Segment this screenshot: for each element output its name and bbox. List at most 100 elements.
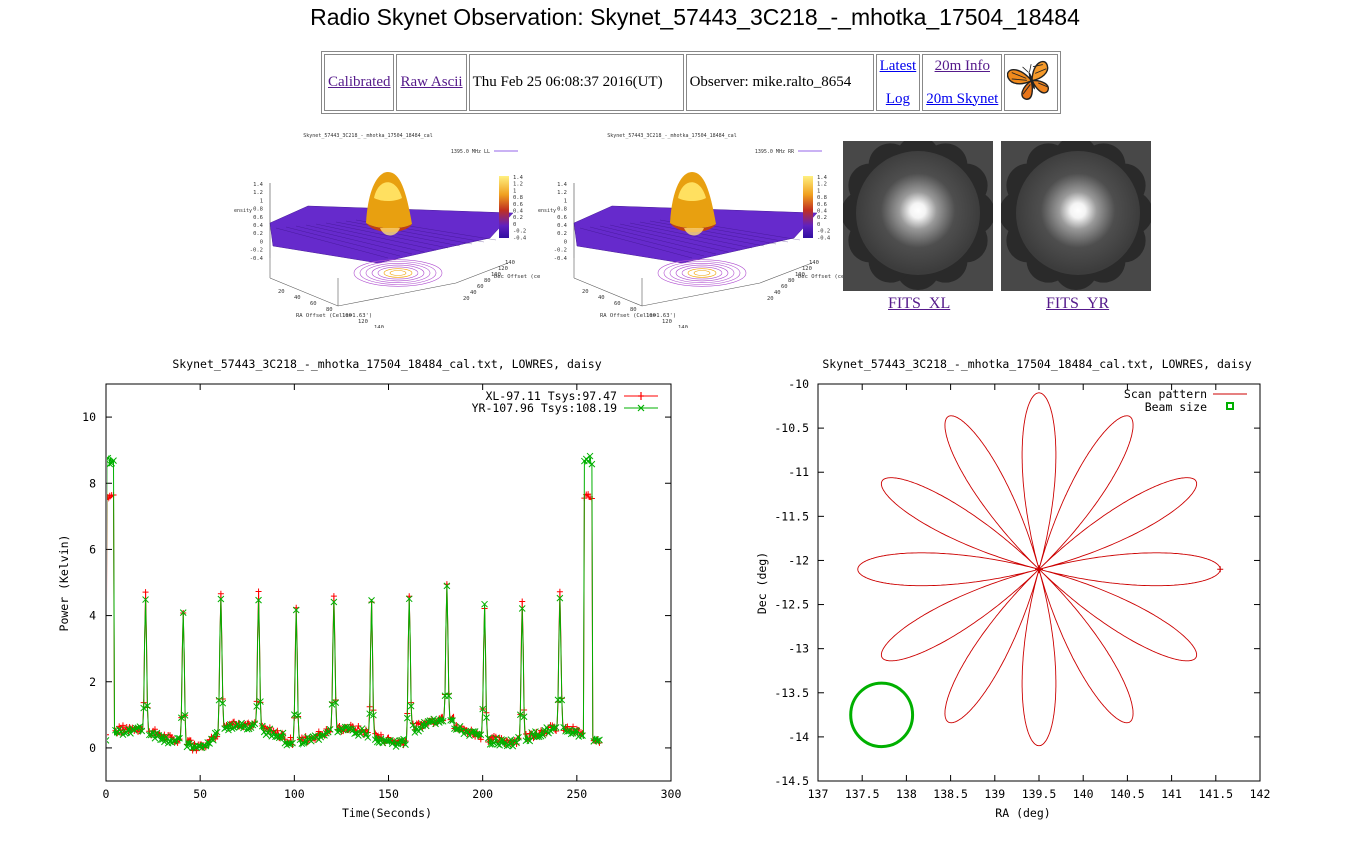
observation-date: Thu Feb 25 06:08:37 2016(UT) <box>472 74 663 90</box>
surface-mesh-line <box>275 227 389 259</box>
power-data-point <box>330 598 338 606</box>
scan-x-tick-label: 140.5 <box>1110 787 1145 801</box>
surface-contour <box>389 270 407 276</box>
surface-colorbar-tick: 0.6 <box>817 202 827 208</box>
surface-y-label: Dec Offset (cells) <box>798 274 844 280</box>
surface-x-tick: 20 <box>582 289 589 295</box>
power-data-point <box>400 735 407 743</box>
scan-y-tick-label: -11 <box>788 465 809 479</box>
scan-pattern-curve <box>857 392 1221 747</box>
power-data-point <box>501 738 509 746</box>
fits-xl-link[interactable]: FITS_XL <box>888 295 951 312</box>
power-data-point <box>287 740 294 748</box>
surface-x-tick: 80 <box>326 307 333 313</box>
info-20m-link[interactable]: 20m Info <box>934 57 990 74</box>
surface-colorbar-tick: 1.2 <box>513 182 523 188</box>
power-data-point <box>258 722 266 730</box>
surface-colorbar-tick: 0.4 <box>817 209 828 215</box>
surface-base-edges <box>269 258 339 306</box>
surface-colorbar-tick: -0.4 <box>817 235 831 241</box>
surface-peak <box>366 172 412 236</box>
power-series-yr <box>107 452 603 752</box>
surface-colorbar-tick: 0.8 <box>817 195 827 201</box>
power-y-tick-label: 4 <box>89 609 96 623</box>
log-link[interactable]: Log <box>885 90 910 107</box>
power-data-point <box>513 739 520 747</box>
raw-ascii-link[interactable]: Raw Ascii <box>400 74 463 90</box>
surface-peak-glow <box>380 228 400 236</box>
fits-image-xl[interactable] <box>843 141 993 291</box>
scan-x-tick-label: 137.5 <box>845 787 880 801</box>
power-data-point <box>507 736 515 743</box>
surface-colorbar-tick: 1.4 <box>817 175 828 181</box>
power-data-point <box>588 460 596 468</box>
surface-x-tick: 60 <box>614 301 621 307</box>
power-data-point <box>445 692 453 700</box>
surface-plot-ll: Skynet_57443_3C218_-_mhotka_17504_18484_… <box>234 133 540 328</box>
power-data-point <box>107 734 109 736</box>
beam-size-circle <box>849 681 915 749</box>
surface-x-tick: 40 <box>294 295 301 301</box>
surface-colorbar-tick: 0.2 <box>513 215 523 221</box>
surface-x-tick: 100 <box>646 313 656 319</box>
power-data-point <box>579 732 586 739</box>
scan-x-tick-label: 142 <box>1250 787 1271 801</box>
power-data-point <box>449 717 456 724</box>
scan-x-tick-label: 139.5 <box>1022 787 1057 801</box>
power-data-point <box>360 727 368 735</box>
power-data-point <box>519 598 526 605</box>
scan-x-tick-label: 139 <box>984 787 1005 801</box>
surface-x-tick: 120 <box>358 319 368 325</box>
surface-mesh-line <box>345 220 473 245</box>
fits-image-yr[interactable] <box>1001 141 1151 291</box>
surface-y-tick: 40 <box>774 290 781 296</box>
power-data-point <box>107 454 112 462</box>
surface-colorbar <box>803 176 813 238</box>
power-data-point <box>439 717 447 725</box>
power-data-point <box>157 736 164 744</box>
surface-contour <box>371 264 425 282</box>
surface-z-tick: 1 <box>260 198 263 204</box>
surface-y-tick: 140 <box>809 260 819 266</box>
power-data-point <box>571 727 579 734</box>
power-data-point <box>211 729 219 737</box>
surface-colorbar-tick: 1 <box>513 188 516 194</box>
power-data-point <box>179 609 187 616</box>
surface-x-tick: 100 <box>342 313 352 319</box>
scan-y-tick-label: -11.5 <box>774 509 809 523</box>
nav-cell-20m: 20m Info 20m Skynet <box>922 54 1003 111</box>
power-data-point <box>119 722 126 729</box>
fits-yr-link[interactable]: FITS_YR <box>1046 295 1110 312</box>
power-series-xl <box>107 491 603 754</box>
power-data-point <box>584 457 592 465</box>
surface-y-tick: 20 <box>767 296 774 302</box>
power-data-point <box>332 699 340 707</box>
power-data-point <box>569 729 577 737</box>
power-time-chart: Skynet_57443_3C218_-_mhotka_17504_18484_… <box>57 357 681 820</box>
surface-colorbar-tick: -0.2 <box>513 229 526 235</box>
surface-x-tick: 60 <box>310 301 317 307</box>
surface-mesh-line <box>629 222 753 249</box>
power-data-point <box>520 713 528 721</box>
butterfly-icon[interactable] <box>1007 55 1055 105</box>
power-data-point <box>253 703 261 710</box>
surface-mesh-line <box>609 224 729 253</box>
surface-z-tick: 0.8 <box>253 207 263 213</box>
surface-z-tick: 0.6 <box>557 215 567 221</box>
skynet-20m-link[interactable]: 20m Skynet <box>926 90 999 107</box>
surface-colorbar-tick: -0.4 <box>513 235 527 241</box>
power-data-point <box>217 590 224 597</box>
surface-y-tick: 100 <box>491 272 501 278</box>
power-data-point <box>550 724 558 732</box>
surface-colorbar-tick: 1 <box>817 188 820 194</box>
calibrated-link[interactable]: Calibrated <box>328 74 391 90</box>
power-data-point <box>539 731 547 739</box>
surface-contour <box>669 263 735 284</box>
surface-peak <box>670 172 716 236</box>
surface-contour <box>675 264 729 282</box>
surface-base-edges <box>573 258 643 306</box>
power-plot-frame <box>105 383 672 782</box>
latest-link[interactable]: Latest <box>879 57 917 74</box>
power-data-point <box>484 734 492 742</box>
surface-colorbar-tick: 0 <box>817 222 820 228</box>
